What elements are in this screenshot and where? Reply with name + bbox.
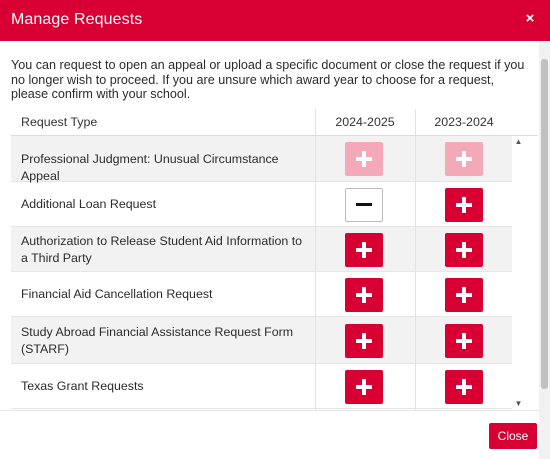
add-request-button-2023-2024[interactable] bbox=[445, 188, 483, 222]
dialog-header: Manage Requests × bbox=[0, 0, 550, 41]
add-request-button-2023-2024[interactable] bbox=[445, 278, 483, 312]
request-type-label: Study Abroad Financial Assistance Reques… bbox=[21, 325, 294, 356]
remove-request-button-2024-2025[interactable] bbox=[345, 188, 383, 222]
add-request-button-2023-2024[interactable] bbox=[445, 370, 483, 404]
add-request-button-2023-2024[interactable] bbox=[445, 233, 483, 267]
table-row: Professional Judgment: Unusual Circumsta… bbox=[11, 136, 513, 183]
close-icon[interactable]: × bbox=[525, 10, 535, 27]
request-type-label: Additional Loan Request bbox=[21, 197, 157, 211]
request-type-label: Financial Aid Cancellation Request bbox=[21, 287, 213, 301]
close-button[interactable]: Close bbox=[489, 423, 537, 449]
add-request-button-2024-2025[interactable] bbox=[345, 370, 383, 404]
add-request-button-2024-2025[interactable] bbox=[345, 278, 383, 312]
scroll-up-icon[interactable]: ▲ bbox=[514, 137, 523, 146]
dialog-title: Manage Requests bbox=[11, 11, 143, 28]
add-request-button-2024-2025[interactable] bbox=[345, 142, 383, 176]
table-row: Texas Grant Requests bbox=[11, 364, 513, 409]
footer-divider bbox=[0, 410, 539, 411]
add-request-button-2024-2025[interactable] bbox=[345, 233, 383, 267]
table-row: Authorization to Release Student Aid Inf… bbox=[11, 227, 513, 272]
header-year-2024-2025: 2024-2025 bbox=[335, 115, 395, 129]
request-type-label: Professional Judgment: Unusual Circumsta… bbox=[21, 152, 279, 183]
request-type-label: Authorization to Release Student Aid Inf… bbox=[21, 234, 303, 265]
column-divider bbox=[415, 109, 416, 410]
intro-text: You can request to open an appeal or upl… bbox=[11, 58, 525, 101]
table-body: Professional Judgment: Unusual Circumsta… bbox=[11, 136, 513, 410]
column-divider bbox=[315, 109, 316, 410]
table-row: Financial Aid Cancellation Request bbox=[11, 272, 513, 317]
requests-table: Request Type 2024-2025 2023-2024 Profess… bbox=[11, 109, 538, 410]
table-header: Request Type 2024-2025 2023-2024 bbox=[11, 109, 538, 136]
header-request-type: Request Type bbox=[21, 115, 98, 129]
scroll-down-icon[interactable]: ▼ bbox=[514, 399, 523, 408]
table-row: Study Abroad Financial Assistance Reques… bbox=[11, 317, 513, 364]
table-scrollbar[interactable]: ▲ ▼ bbox=[512, 136, 525, 410]
add-request-button-2024-2025[interactable] bbox=[345, 324, 383, 358]
add-request-button-2023-2024[interactable] bbox=[445, 142, 483, 176]
header-year-2023-2024: 2023-2024 bbox=[434, 115, 494, 129]
dialog-scrollbar[interactable] bbox=[539, 41, 550, 459]
add-request-button-2023-2024[interactable] bbox=[445, 324, 483, 358]
dialog-scrollbar-thumb[interactable] bbox=[541, 59, 548, 389]
request-type-label: Texas Grant Requests bbox=[21, 379, 144, 393]
table-row: Additional Loan Request bbox=[11, 182, 513, 227]
